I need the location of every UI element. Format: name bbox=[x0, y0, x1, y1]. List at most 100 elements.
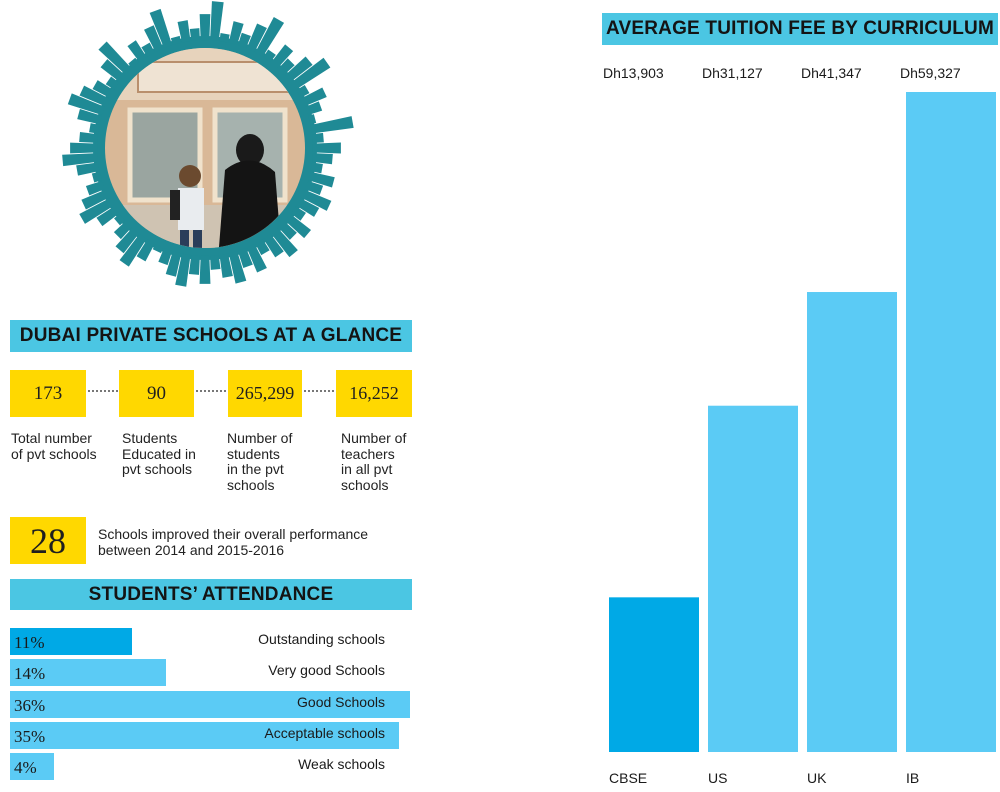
ring-spike bbox=[165, 251, 182, 277]
dotted-connector bbox=[196, 390, 226, 392]
label-line: Number of bbox=[341, 430, 407, 446]
ring-spike bbox=[114, 214, 126, 226]
label-line: in all pvt bbox=[341, 461, 393, 477]
attendance-label: Weak schools bbox=[298, 756, 385, 772]
attendance-label: Good Schools bbox=[297, 694, 385, 710]
ring-spike bbox=[228, 21, 244, 45]
ring-spike bbox=[115, 227, 139, 254]
label-line: Students bbox=[122, 430, 178, 446]
ring-spike bbox=[308, 114, 317, 125]
dotted-connector bbox=[304, 390, 334, 392]
attendance-pct: 14% bbox=[14, 664, 46, 683]
attendance-pct: 36% bbox=[14, 696, 46, 715]
stat-label-total-schools: Total number of pvt schools bbox=[11, 430, 116, 462]
value-label: Dh41,347 bbox=[801, 65, 862, 81]
text-line: between 2014 and 2015-2016 bbox=[98, 541, 285, 558]
ring-spike bbox=[312, 153, 333, 165]
attendance-bar bbox=[10, 691, 410, 718]
ring-spike bbox=[79, 85, 110, 107]
attendance-label: Acceptable schools bbox=[264, 725, 385, 741]
ring-spike bbox=[96, 206, 120, 227]
category-label: UK bbox=[807, 770, 827, 786]
ring-spike bbox=[127, 40, 147, 63]
bar-cbse bbox=[609, 597, 699, 752]
ring-spike bbox=[219, 33, 230, 43]
category-label: IB bbox=[906, 770, 919, 786]
ring-spike bbox=[237, 32, 251, 49]
ring-spike bbox=[312, 142, 341, 154]
ring-spike bbox=[284, 56, 313, 82]
ring-spike bbox=[263, 49, 276, 63]
ring-spike bbox=[89, 123, 100, 134]
ring-spike bbox=[77, 109, 102, 125]
glance-title: DUBAI PRIVATE SCHOOLS AT A GLANCE bbox=[19, 325, 403, 346]
category-label: CBSE bbox=[609, 770, 647, 786]
ring-spike bbox=[278, 221, 297, 240]
attendance-pct: 11% bbox=[14, 633, 45, 652]
ring-spike bbox=[113, 221, 132, 240]
ring-spike bbox=[310, 162, 323, 174]
ring-spike bbox=[189, 28, 200, 41]
label-line: students bbox=[227, 445, 280, 462]
stat-label-students-educated: Students Educated in pvt schools bbox=[122, 430, 222, 478]
ring-spike bbox=[300, 189, 332, 211]
ring-spike bbox=[199, 255, 211, 284]
ring-spike bbox=[271, 227, 298, 258]
stat-box-teachers: 16,252 bbox=[336, 370, 412, 417]
ring-spike bbox=[278, 58, 295, 75]
ring-spike bbox=[158, 247, 173, 266]
ring-spike bbox=[79, 198, 114, 224]
ring-spike bbox=[144, 25, 164, 53]
ring-spike bbox=[175, 253, 191, 287]
ring-spike bbox=[290, 57, 331, 90]
value-label: Dh13,903 bbox=[603, 65, 664, 81]
ring-spike bbox=[119, 233, 147, 267]
stat-value: 173 bbox=[33, 382, 63, 404]
label-line: of pvt schools bbox=[11, 445, 97, 462]
ring-spike bbox=[210, 1, 224, 41]
ring-spike bbox=[62, 153, 98, 167]
ring-spike bbox=[296, 84, 310, 98]
ring-spike bbox=[136, 239, 155, 262]
label-line: Total number bbox=[11, 430, 92, 446]
stat-value: 16,252 bbox=[349, 383, 399, 403]
dotted-connector bbox=[88, 390, 118, 392]
ring-spike bbox=[188, 255, 200, 275]
bar-us bbox=[708, 405, 798, 752]
label-line: teachers bbox=[341, 445, 395, 462]
ring-spike bbox=[255, 16, 285, 57]
ring-spike bbox=[91, 171, 102, 183]
glance-title-banner: DUBAI PRIVATE SCHOOLS AT A GLANCE bbox=[10, 320, 412, 352]
ring-spike bbox=[141, 42, 155, 57]
ring-spike bbox=[263, 233, 284, 258]
attendance-bar bbox=[10, 722, 399, 749]
chart-title-banner: AVERAGE TUITION FEE BY CURRICULUM bbox=[602, 13, 998, 45]
ring-spike bbox=[271, 44, 294, 69]
stat-box-total-schools: 173 bbox=[10, 370, 86, 417]
category-label: US bbox=[708, 770, 727, 786]
label-line: schools bbox=[341, 476, 389, 493]
stat-value: 265,299 bbox=[235, 383, 295, 403]
label-line: schools bbox=[227, 476, 275, 493]
improved-schools-box: 28 bbox=[10, 517, 86, 564]
attendance-pct: 35% bbox=[14, 727, 46, 746]
stat-box-students-educated: 90 bbox=[119, 370, 194, 417]
chart-title: AVERAGE TUITION FEE BY CURRICULUM bbox=[605, 18, 995, 39]
ring-spike bbox=[228, 251, 247, 284]
ring-spike bbox=[304, 101, 323, 116]
ring-spike bbox=[70, 142, 98, 154]
attendance-title: STUDENTS’ ATTENDANCE bbox=[88, 583, 334, 605]
attendance-bar bbox=[10, 753, 55, 780]
ring-spike bbox=[300, 87, 327, 107]
attendance-label: Outstanding schools bbox=[258, 631, 385, 647]
bar-uk bbox=[807, 292, 897, 752]
stat-value: 90 bbox=[147, 382, 166, 404]
attendance-bar bbox=[10, 628, 133, 655]
value-label: Dh59,327 bbox=[900, 65, 961, 81]
ring-spike bbox=[199, 14, 211, 41]
ring-spike bbox=[149, 8, 173, 49]
ring-spike bbox=[76, 162, 100, 176]
attendance-label: Very good Schools bbox=[268, 662, 385, 678]
ring-spike bbox=[105, 76, 120, 90]
